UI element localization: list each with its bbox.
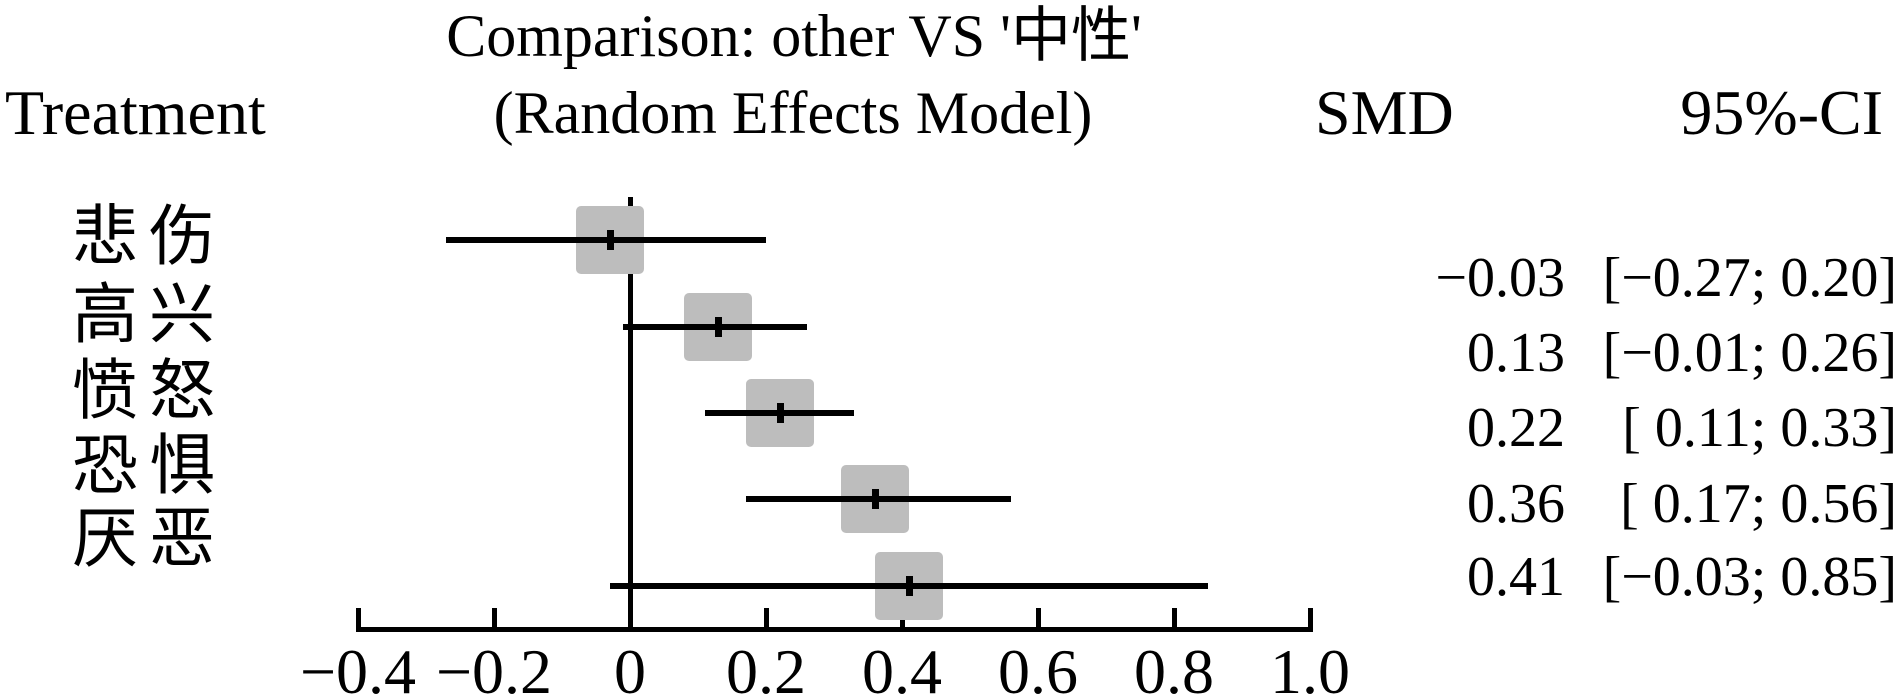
x-axis-tick bbox=[764, 608, 769, 627]
x-axis-tick-label: 1.0 bbox=[1270, 636, 1350, 695]
point-estimate-tick bbox=[905, 576, 913, 596]
x-axis-line bbox=[356, 627, 1313, 632]
x-axis-tick-label: 0.8 bbox=[1134, 636, 1214, 695]
value-row: 0.36 [ 0.17; 0.56] bbox=[1390, 473, 1897, 535]
x-axis-tick bbox=[1036, 608, 1041, 627]
confidence-interval-line bbox=[446, 237, 766, 243]
chart-title: Comparison: other VS '中性' bbox=[446, 3, 1142, 69]
x-axis-tick-label: −0.2 bbox=[435, 636, 553, 695]
column-header-smd: SMD bbox=[1315, 77, 1454, 148]
smd-value: −0.03 bbox=[1435, 247, 1565, 309]
x-axis-tick bbox=[356, 608, 361, 627]
treatment-label: 悲伤 bbox=[72, 201, 226, 274]
ci-value: [−0.03; 0.85] bbox=[1602, 546, 1897, 608]
smd-value: 0.13 bbox=[1467, 322, 1565, 384]
column-header-treatment: Treatment bbox=[5, 77, 266, 148]
point-estimate-tick bbox=[776, 403, 784, 423]
treatment-label: 恐惧 bbox=[72, 430, 226, 503]
ci-value: [−0.01; 0.26] bbox=[1602, 322, 1897, 384]
treatment-label: 愤怒 bbox=[72, 355, 226, 428]
smd-value: 0.22 bbox=[1467, 397, 1565, 459]
ci-value: [−0.27; 0.20] bbox=[1602, 247, 1897, 309]
x-axis-tick-label: −0.4 bbox=[299, 636, 417, 695]
x-axis-tick bbox=[1308, 608, 1313, 627]
point-estimate-tick bbox=[606, 230, 614, 250]
x-axis-tick bbox=[628, 608, 633, 627]
x-axis-tick bbox=[492, 608, 497, 627]
point-estimate-tick bbox=[871, 489, 879, 509]
smd-value: 0.41 bbox=[1467, 546, 1565, 608]
confidence-interval-line bbox=[623, 324, 807, 330]
value-row: 0.22 [ 0.11; 0.33] bbox=[1390, 397, 1897, 459]
value-row: 0.41 [−0.03; 0.85] bbox=[1390, 546, 1897, 608]
x-axis-tick-label: 0 bbox=[614, 636, 646, 695]
point-estimate-tick bbox=[715, 317, 723, 337]
treatment-label: 厌恶 bbox=[72, 503, 226, 576]
column-header-ci: 95%-CI bbox=[1680, 77, 1883, 148]
value-row: −0.03 [−0.27; 0.20] bbox=[1390, 247, 1897, 309]
x-axis-tick-label: 0.4 bbox=[862, 636, 942, 695]
chart-subtitle: (Random Effects Model) bbox=[493, 80, 1093, 146]
x-axis-tick-label: 0.2 bbox=[726, 636, 806, 695]
zero-reference-line bbox=[628, 197, 633, 632]
value-row: 0.13 [−0.01; 0.26] bbox=[1390, 322, 1897, 384]
treatment-label: 高兴 bbox=[72, 279, 226, 352]
ci-value: [ 0.17; 0.56] bbox=[1620, 473, 1897, 535]
x-axis-tick bbox=[1172, 608, 1177, 627]
smd-value: 0.36 bbox=[1467, 473, 1565, 535]
ci-value: [ 0.11; 0.33] bbox=[1622, 397, 1897, 459]
x-axis-tick-label: 0.6 bbox=[998, 636, 1078, 695]
